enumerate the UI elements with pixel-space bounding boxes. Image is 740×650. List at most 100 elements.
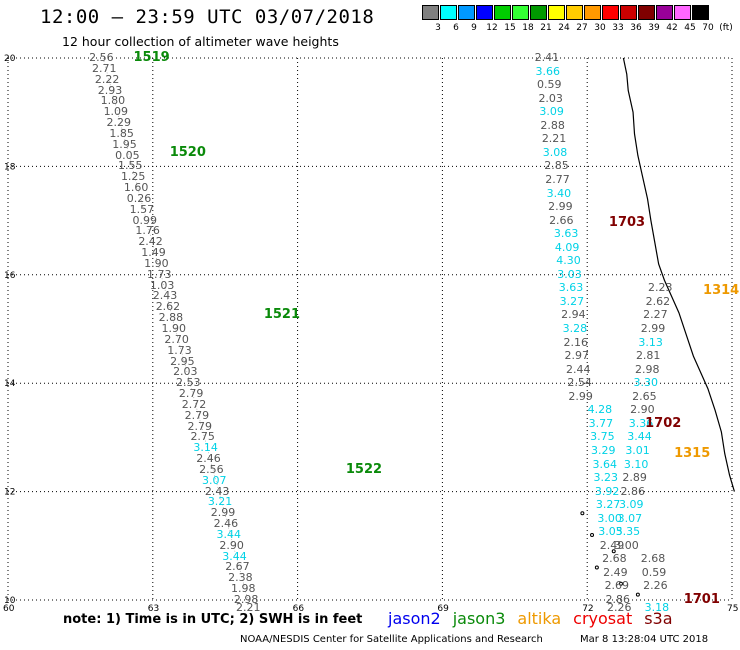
wave-height-value: 2.88 xyxy=(158,311,184,325)
legend-label: 70 xyxy=(702,23,714,33)
wave-height-value: 2.49 xyxy=(603,565,628,579)
map-title: 12:00 — 23:59 UTC 03/07/2018 xyxy=(40,6,375,28)
wave-height-value: 2.98 xyxy=(634,362,660,376)
legend-label: 39 xyxy=(648,23,660,33)
lon-tick-label: 60 xyxy=(3,604,15,614)
wave-height-value: 3.92 xyxy=(594,484,620,498)
wave-height-value: 3.08 xyxy=(542,145,568,159)
wave-height-value: 2.21 xyxy=(236,601,261,615)
wave-height-value: 2.43 xyxy=(152,289,178,303)
wave-height-value: 2.89 xyxy=(622,471,647,485)
wave-height-value: 3.36 xyxy=(628,416,654,430)
wave-height-value: 3.40 xyxy=(546,186,572,200)
wave-height-value: 1.95 xyxy=(112,137,137,151)
pass-number-label: 1702 xyxy=(645,415,682,431)
wave-height-value: 2.56 xyxy=(199,462,224,476)
wave-height-value: 3.00 xyxy=(614,538,639,552)
wave-height-value: 2.97 xyxy=(564,349,590,363)
wave-height-value: 2.26 xyxy=(606,601,632,615)
credit-line: NOAA/NESDIS Center for Satellite Applica… xyxy=(240,634,543,645)
wave-height-value: 3.07 xyxy=(617,511,643,525)
pass-number-label: 1520 xyxy=(169,144,206,160)
wave-height-value: 1.98 xyxy=(230,582,256,596)
wave-height-value: 2.16 xyxy=(563,335,589,349)
wave-height-value: 1.57 xyxy=(129,202,155,216)
wave-height-value: 3.05 xyxy=(598,525,623,539)
legend-swatch xyxy=(512,5,529,20)
pass-number-label: 1315 xyxy=(674,445,711,461)
wave-height-value: 3.63 xyxy=(558,281,584,295)
wave-height-value: 1.49 xyxy=(141,246,166,260)
wave-height-value: 3.07 xyxy=(202,473,227,487)
lon-tick-label: 66 xyxy=(293,604,305,614)
wave-height-value: 2.54 xyxy=(567,376,592,390)
india-west-coast xyxy=(622,57,735,492)
wave-height-value: 3.44 xyxy=(222,549,247,563)
wave-height-value: 2.62 xyxy=(155,300,181,314)
wave-height-value: 2.90 xyxy=(219,538,244,552)
wave-height-value: 2.79 xyxy=(184,408,210,422)
wave-height-value: 3.27 xyxy=(595,498,621,512)
wave-height-value: 2.23 xyxy=(648,281,673,295)
legend-label: 15 xyxy=(504,23,516,33)
wave-height-value: 2.86 xyxy=(620,484,646,498)
wave-height-value: 1.73 xyxy=(147,267,172,281)
wave-height-value: 2.66 xyxy=(549,213,574,227)
lat-tick-label: 10 xyxy=(4,596,16,606)
wave-height-value: 1.73 xyxy=(167,343,192,357)
wave-height-value: 2.95 xyxy=(170,354,195,368)
satellite-key: jason2 jason3 altika cryosat s3a xyxy=(388,609,685,628)
wave-height-value: 1.60 xyxy=(123,181,149,195)
wave-height-value: 2.46 xyxy=(196,452,221,466)
legend-swatch xyxy=(548,5,565,20)
legend-label: 36 xyxy=(630,23,642,33)
wave-height-value: 3.23 xyxy=(593,471,618,485)
wave-height-value: 2.53 xyxy=(175,376,201,390)
wave-height-value: 3.14 xyxy=(193,441,218,455)
pass-number-label: 1521 xyxy=(263,307,300,323)
wave-height-value: 2.75 xyxy=(190,430,215,444)
wave-height-value: 2.68 xyxy=(640,552,666,566)
legend-label: 30 xyxy=(594,23,606,33)
wave-height-value: 2.42 xyxy=(138,235,163,249)
wave-height-value: 2.43 xyxy=(204,484,230,498)
satellite-cryosat: cryosat xyxy=(573,609,633,628)
wave-height-value: 2.99 xyxy=(640,322,666,335)
legend-label: 18 xyxy=(522,23,534,33)
legend-swatch xyxy=(638,5,655,20)
wave-height-value: 3.35 xyxy=(615,525,641,539)
legend-swatch xyxy=(566,5,583,20)
wave-height-value: 2.99 xyxy=(548,200,573,214)
legend-label: 33 xyxy=(612,23,624,33)
generation-timestamp: Mar 8 13:28:04 UTC 2018 xyxy=(580,634,709,645)
wave-height-value: 2.69 xyxy=(604,579,630,593)
wave-height-value: 3.63 xyxy=(553,227,579,241)
wave-height-value: 3.44 xyxy=(216,527,242,541)
legend-swatch xyxy=(620,5,637,20)
wave-height-value: 3.29 xyxy=(591,443,616,457)
wave-height-value: 4.30 xyxy=(556,254,581,268)
wave-height-value: 2.79 xyxy=(178,387,204,401)
wave-height-value: 3.27 xyxy=(559,294,585,308)
lat-tick-label: 12 xyxy=(4,488,15,498)
legend-swatch xyxy=(656,5,673,20)
wave-height-value: 2.90 xyxy=(630,403,655,417)
wave-height-value: 2.88 xyxy=(540,118,565,132)
wave-height-value: 3.00 xyxy=(597,511,622,525)
legend-swatch xyxy=(494,5,511,20)
wave-height-value: 2.38 xyxy=(228,571,253,585)
wave-height-value: 2.81 xyxy=(635,349,661,363)
legend-label: 9 xyxy=(471,23,477,33)
lon-tick-label: 72 xyxy=(582,604,593,614)
legend-swatch xyxy=(584,5,601,20)
pass-track-line xyxy=(102,57,249,601)
wave-height-value: 0.99 xyxy=(132,213,158,227)
wave-height-value: 1.90 xyxy=(144,256,169,270)
wave-height-value: 2.85 xyxy=(544,159,569,173)
wave-height-value: 2.27 xyxy=(643,308,668,322)
wave-height-value: 2.94 xyxy=(561,308,586,322)
pass-number-label: 1314 xyxy=(703,283,740,299)
wave-height-value: 3.03 xyxy=(557,267,582,281)
